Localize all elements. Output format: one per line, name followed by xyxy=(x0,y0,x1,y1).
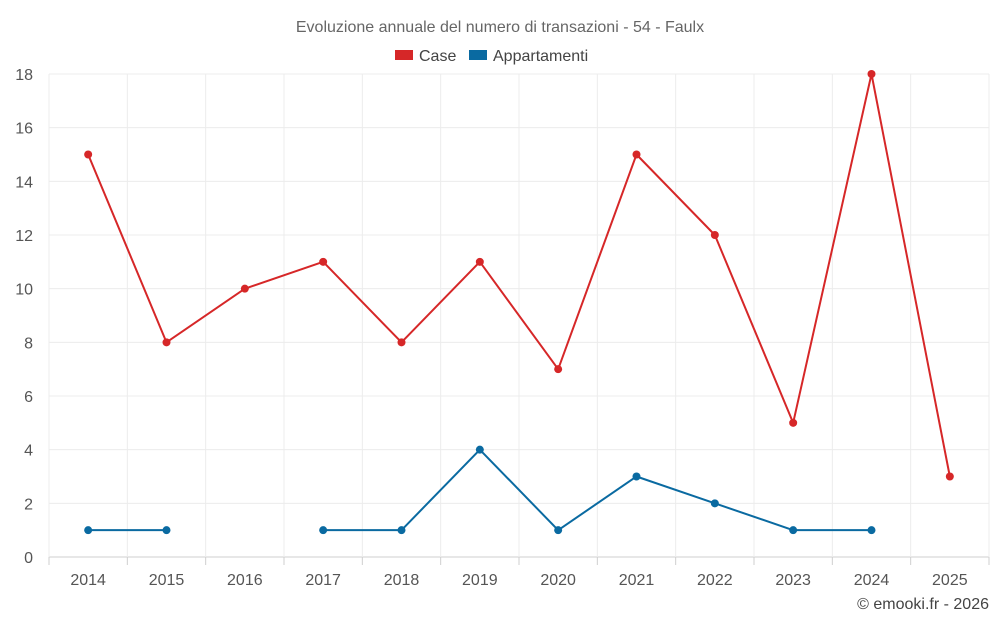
data-point[interactable] xyxy=(867,526,876,535)
y-tick-label: 16 xyxy=(15,121,33,138)
series-case xyxy=(84,70,954,481)
legend-swatch-case xyxy=(395,50,413,60)
data-point[interactable] xyxy=(554,526,563,535)
legend-swatch-appartamenti xyxy=(469,50,487,60)
data-point[interactable] xyxy=(475,257,484,266)
data-point[interactable] xyxy=(162,526,171,535)
x-tick-label: 2016 xyxy=(227,572,263,589)
x-tick-label: 2018 xyxy=(384,572,420,589)
data-point[interactable] xyxy=(632,472,641,481)
y-tick-label: 12 xyxy=(15,228,33,245)
x-tick-label: 2020 xyxy=(540,572,576,589)
x-tick-label: 2023 xyxy=(775,572,811,589)
credit-text: © emooki.fr - 2026 xyxy=(857,596,989,613)
series-line xyxy=(323,448,872,532)
y-tick-label: 10 xyxy=(15,282,33,299)
x-tick-label: 2015 xyxy=(149,572,185,589)
data-point[interactable] xyxy=(789,418,798,427)
data-point[interactable] xyxy=(789,526,798,535)
data-point[interactable] xyxy=(554,365,563,374)
y-tick-label: 2 xyxy=(24,496,33,513)
data-point[interactable] xyxy=(710,499,719,508)
x-tick-label: 2021 xyxy=(619,572,655,589)
y-tick-label: 6 xyxy=(24,389,33,406)
data-point[interactable] xyxy=(945,472,954,481)
y-tick-label: 14 xyxy=(15,174,33,191)
legend: Case Appartamenti xyxy=(395,48,588,65)
data-point[interactable] xyxy=(397,338,406,347)
x-tick-label: 2022 xyxy=(697,572,733,589)
y-tick-label: 8 xyxy=(24,335,33,352)
data-point[interactable] xyxy=(319,526,328,535)
data-point[interactable] xyxy=(397,526,406,535)
x-tick-label: 2017 xyxy=(305,572,341,589)
data-point[interactable] xyxy=(867,70,876,78)
y-tick-label: 4 xyxy=(24,443,33,460)
x-axis: 2014 2015 2016 2017 2018 2019 2020 2021 2022 2023… xyxy=(48,557,990,589)
series-line xyxy=(87,73,951,477)
data-point[interactable] xyxy=(84,150,93,159)
data-point[interactable] xyxy=(710,231,719,239)
x-tick-label: 2019 xyxy=(462,572,498,589)
y-tick-label: 18 xyxy=(15,67,33,84)
series-layer xyxy=(84,70,954,535)
data-point[interactable] xyxy=(84,526,93,535)
data-point[interactable] xyxy=(162,338,171,347)
legend-item-appartamenti[interactable]: Appartamenti xyxy=(469,48,588,65)
legend-label-appartamenti: Appartamenti xyxy=(493,48,588,65)
data-point[interactable] xyxy=(240,284,249,293)
legend-item-case[interactable]: Case xyxy=(395,48,456,65)
x-tick-label: 2014 xyxy=(70,572,106,589)
x-tick-label: 2024 xyxy=(854,572,890,589)
x-tick-label: 2025 xyxy=(932,572,968,589)
y-tick-label: 0 xyxy=(24,550,33,567)
series-appartamenti xyxy=(84,445,876,535)
data-point[interactable] xyxy=(475,445,484,454)
y-axis: 0 2 4 6 8 10 12 14 16 18 xyxy=(15,67,33,567)
legend-label-case: Case xyxy=(419,48,456,65)
data-point[interactable] xyxy=(632,150,641,159)
data-point[interactable] xyxy=(319,257,328,266)
chart-title: Evoluzione annuale del numero di transaz… xyxy=(296,19,704,36)
